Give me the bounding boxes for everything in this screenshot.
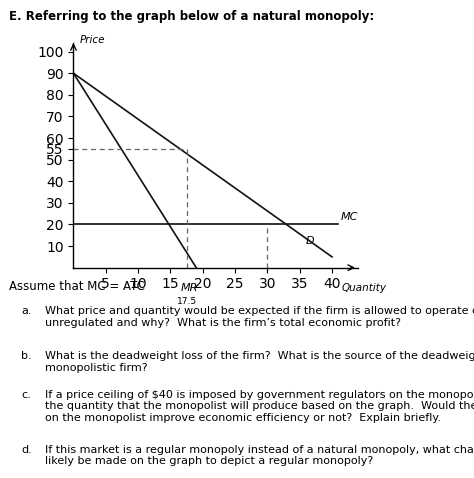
Text: If this market is a regular monopoly instead of a natural monopoly, what change : If this market is a regular monopoly ins… (45, 445, 474, 466)
Text: Quantity: Quantity (342, 283, 387, 293)
Text: MR: MR (181, 283, 199, 293)
Text: E. Referring to the graph below of a natural monopoly:: E. Referring to the graph below of a nat… (9, 10, 375, 22)
Text: b.: b. (21, 351, 32, 361)
Text: If a price ceiling of $40 is imposed by government regulators on the monopolist,: If a price ceiling of $40 is imposed by … (45, 390, 474, 423)
Text: d.: d. (21, 445, 32, 455)
Text: Assume that MC = ATC: Assume that MC = ATC (9, 280, 146, 293)
Text: What is the deadweight loss of the firm?  What is the source of the deadweight l: What is the deadweight loss of the firm?… (45, 351, 474, 373)
Text: What price and quantity would be expected if the firm is allowed to operate comp: What price and quantity would be expecte… (45, 306, 474, 327)
Text: a.: a. (21, 306, 32, 316)
Text: c.: c. (21, 390, 31, 400)
Text: Price: Price (80, 35, 105, 45)
Text: MC: MC (340, 212, 358, 222)
Text: D: D (306, 236, 315, 246)
Text: 17.5: 17.5 (176, 297, 197, 306)
